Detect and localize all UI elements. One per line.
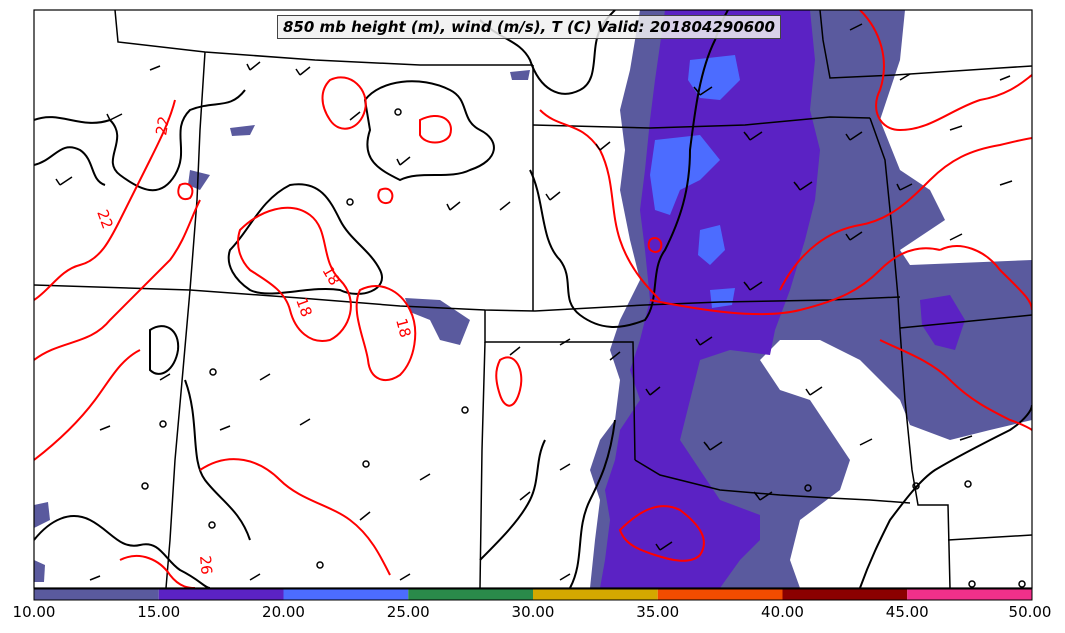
wind-shading-20-25: [650, 55, 740, 308]
map-title: 850 mb height (m), wind (m/s), T (C) Val…: [277, 15, 781, 39]
colorbar-segment: [533, 589, 658, 600]
colorbar: [33, 588, 1033, 601]
map-frame: [33, 9, 1033, 589]
colorbar-segment: [283, 589, 409, 600]
colorbar-tick-label: 50.00: [1008, 603, 1052, 621]
wind-barbs: [55, 23, 1013, 581]
colorbar-tick-label: 20.00: [262, 603, 305, 621]
state-borders: [34, 10, 1032, 588]
contour-label-26: 26: [196, 555, 216, 576]
colorbar-segment: [158, 589, 284, 600]
colorbar-tick-label: 40.00: [761, 603, 804, 621]
colorbar-segment: [657, 589, 783, 600]
colorbar-segment: [34, 589, 159, 600]
map-plot-area: [34, 10, 1032, 588]
colorbar-segment: [408, 589, 533, 600]
contour-label-22-b: 22: [93, 207, 116, 231]
colorbar-tick-label: 25.00: [386, 603, 430, 621]
contour-label-18-b: 18: [292, 295, 315, 319]
station-markers: [141, 108, 1026, 588]
contour-label-18-c: 18: [392, 316, 414, 339]
colorbar-tick-label: 30.00: [511, 603, 555, 621]
height-contours: [34, 10, 1032, 588]
colorbar-frame: [33, 588, 1033, 601]
temperature-contours: [34, 10, 1032, 588]
colorbar-tick-label: 45.00: [885, 603, 929, 621]
colorbar-tick-label: 35.00: [636, 603, 680, 621]
contour-label-22-a: 22: [152, 115, 173, 137]
colorbar-segment: [782, 589, 908, 600]
colorbar-segment: [907, 589, 1032, 600]
contour-labels: 22 22 18 18 18 26: [93, 115, 414, 576]
colorbar-tick-label: 15.00: [137, 603, 181, 621]
colorbar-tick-label: 10.00: [12, 603, 56, 621]
